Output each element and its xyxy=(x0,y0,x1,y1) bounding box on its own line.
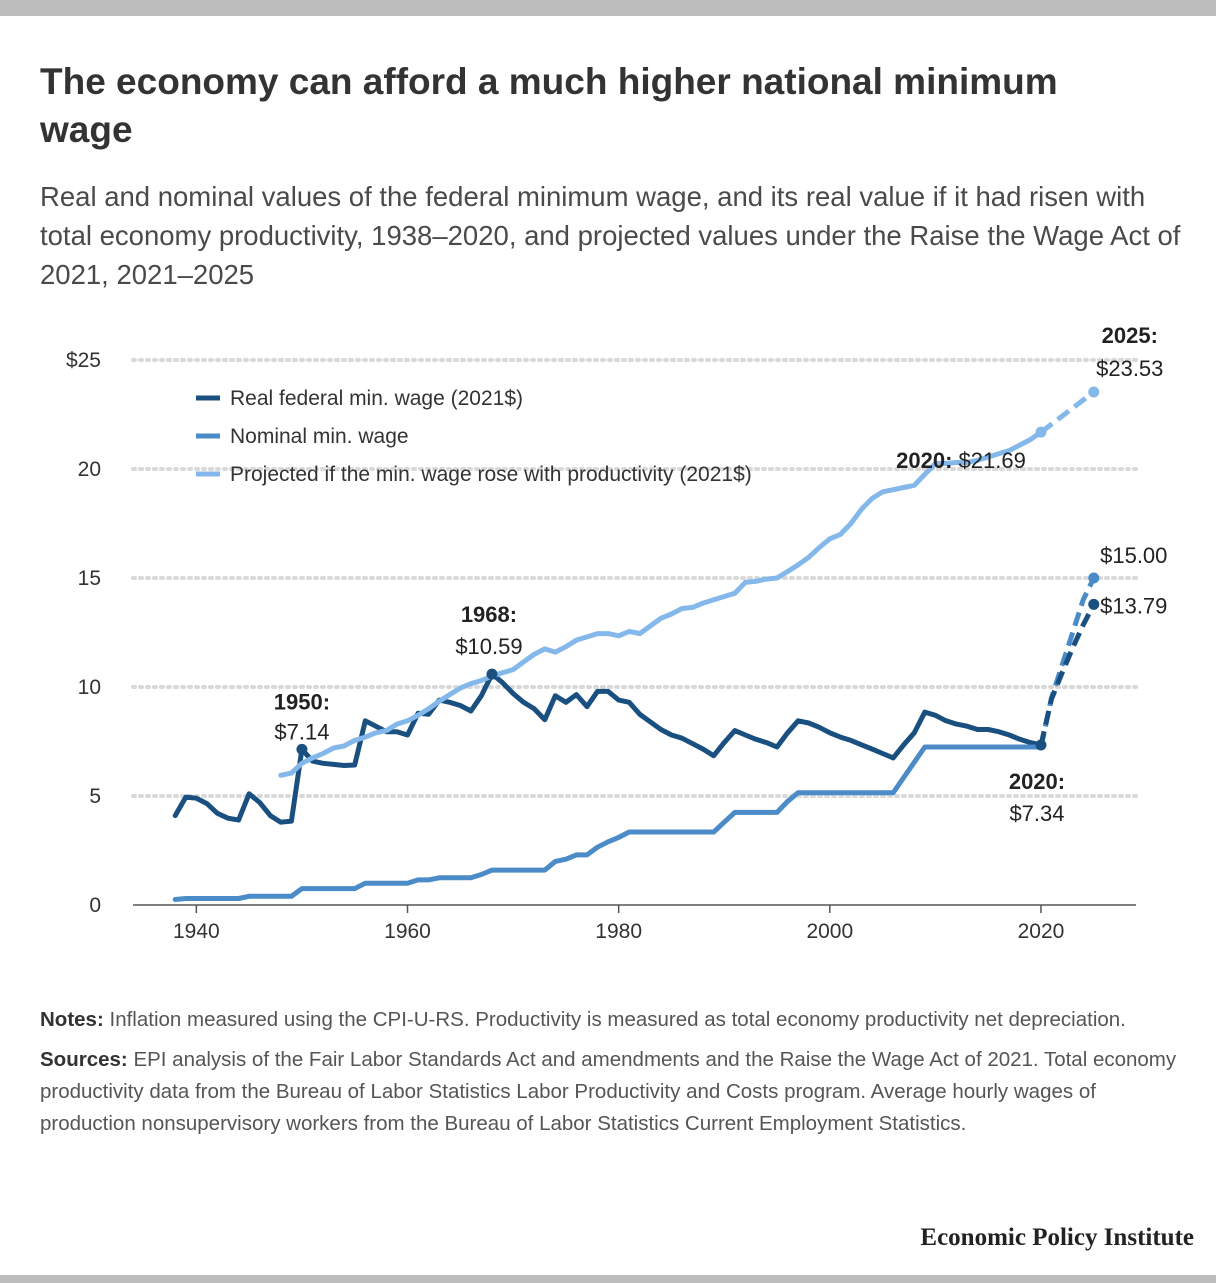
legend-label: Projected if the min. wage rose with pro… xyxy=(230,463,752,486)
series-lines xyxy=(172,390,1097,902)
gridlines xyxy=(131,358,1138,798)
real-min-wage-projection xyxy=(1038,603,1097,746)
y-tick-label: 20 xyxy=(78,458,101,481)
annotation-point xyxy=(1088,572,1100,584)
annotation-year: 1968: xyxy=(461,602,517,627)
axes: 0 5 10 15 20 $25 1940 1960 1980 2000 2020 xyxy=(66,349,1136,943)
chart-title: The economy can afford a much higher nat… xyxy=(40,61,1058,150)
annotation-value: $13.79 xyxy=(1100,593,1167,618)
legend-label: Real federal min. wage (2021$) xyxy=(230,387,523,410)
sources-paragraph: Sources: EPI analysis of the Fair Labor … xyxy=(40,1044,1180,1140)
annotation-value: $7.34 xyxy=(1009,801,1064,826)
real-min-wage-line xyxy=(172,671,1044,825)
annotation-year: 2025: xyxy=(1102,323,1158,348)
y-tick-label: 5 xyxy=(89,785,101,808)
y-tick-label: $25 xyxy=(66,349,101,372)
legend: Real federal min. wage (2021$) Nominal mi… xyxy=(196,387,752,486)
annotation-value: $7.14 xyxy=(274,719,329,744)
line-chart: 0 5 10 15 20 $25 1940 1960 1980 2000 2020 1950: $7.… xyxy=(66,323,1168,943)
annotation-label: 2020: $21.69 xyxy=(896,448,1026,473)
annotation-point xyxy=(1035,739,1047,751)
annotation-point xyxy=(296,743,308,755)
annotation-point xyxy=(1088,386,1100,398)
annotation-point xyxy=(486,668,498,680)
nominal-min-wage-projection xyxy=(1038,576,1097,748)
productivity-future-projection xyxy=(1039,390,1096,435)
notes-section: Notes: Inflation measured using the CPI-… xyxy=(40,1004,1180,1148)
sources-text: EPI analysis of the Fair Labor Standards… xyxy=(40,1048,1177,1135)
annotation-label: $13.79 xyxy=(1100,593,1167,618)
nominal-min-wage-line xyxy=(172,744,1044,902)
notes-paragraph: Notes: Inflation measured using the CPI-… xyxy=(40,1004,1180,1036)
annotation-point xyxy=(1035,426,1047,438)
chart-subtitle: Real and nominal values of the federal m… xyxy=(40,181,1181,290)
x-tick-label: 2000 xyxy=(806,920,853,943)
annotation-year: 2020: xyxy=(1009,769,1065,794)
legend-label: Nominal min. wage xyxy=(230,425,409,448)
annotation-point xyxy=(1088,598,1100,610)
annotation-points xyxy=(296,386,1100,755)
annotation-label: $15.00 xyxy=(1100,543,1167,568)
y-tick-label: 15 xyxy=(78,567,101,590)
annotation-value: $10.59 xyxy=(455,634,522,659)
top-border xyxy=(0,0,1216,16)
epi-logo: Economic Policy Institute xyxy=(920,1224,1194,1251)
x-tick-label: 1980 xyxy=(595,920,642,943)
y-tick-label: 0 xyxy=(89,894,101,917)
notes-text: Inflation measured using the CPI-U-RS. P… xyxy=(109,1008,1126,1031)
x-tick-label: 1940 xyxy=(173,920,220,943)
annotation-value: $23.53 xyxy=(1096,356,1163,381)
annotation-value: $21.69 xyxy=(959,448,1026,473)
x-tick-label: 2020 xyxy=(1018,920,1065,943)
y-tick-label: 10 xyxy=(78,676,101,699)
annotation-value: $15.00 xyxy=(1100,543,1167,568)
x-tick-label: 1960 xyxy=(384,920,431,943)
annotation-year: 2020: xyxy=(896,448,952,473)
productivity-projection-line xyxy=(278,429,1044,778)
notes-label: Notes: xyxy=(40,1008,104,1031)
annotation-labels: 1950: $7.14 1968: $10.59 2020: $7.34 2020: $21… xyxy=(274,323,1168,826)
bottom-border xyxy=(0,1275,1216,1283)
sources-label: Sources: xyxy=(40,1048,128,1071)
annotation-year: 1950: xyxy=(274,689,330,714)
